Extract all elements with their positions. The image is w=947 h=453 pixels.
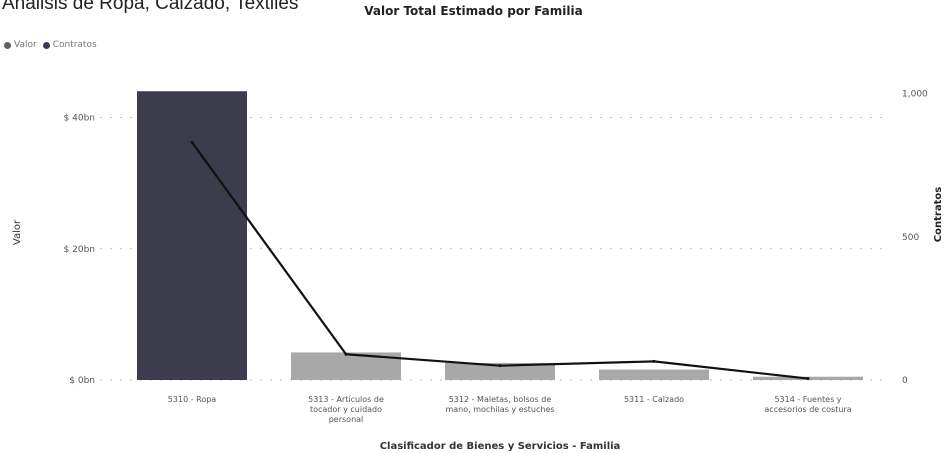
y-tick-label-0: $ 0bn xyxy=(69,376,95,386)
y2-axis-title: Contratos xyxy=(933,187,944,242)
legend-marker-contratos xyxy=(42,41,50,49)
y-tick-label-1: $ 20bn xyxy=(64,245,95,255)
x-tick-label-0: 5310 - Ropa xyxy=(168,395,217,404)
line-point-3 xyxy=(652,359,656,363)
legend-entry-valor[interactable]: Valor xyxy=(4,40,37,50)
x-tick-label-line: 5313 - Artículos de xyxy=(308,395,384,404)
page-header-text: Análisis de Ropa, Calzado, Textiles xyxy=(2,0,299,14)
legend-marker-valor xyxy=(4,41,11,49)
chart-legend: Valor Contratos xyxy=(4,40,97,50)
x-tick-label-4: 5314 - Fuentes y accesorios de costura xyxy=(764,395,851,414)
x-tick-label-line: accesorios de costura xyxy=(764,405,851,414)
legend-entry-contratos[interactable]: Contratos xyxy=(42,40,97,50)
line-point-1 xyxy=(344,352,348,356)
x-tick-label-2: 5312 - Maletas, bolsos de mano, mochilas … xyxy=(445,395,554,414)
x-tick-label-line: mano, mochilas y estuches xyxy=(445,405,554,414)
y2-tick-label-1: 500 xyxy=(902,233,919,243)
line-point-0 xyxy=(190,140,194,144)
legend-label-valor: Valor xyxy=(14,40,37,50)
line-point-2 xyxy=(498,364,502,368)
x-tick-label-line: tocador y cuidado xyxy=(310,405,382,414)
x-tick-label-line: 5311 - Calzado xyxy=(624,395,684,404)
y-axis-title: Valor xyxy=(12,219,23,245)
x-tick-label-line: 5314 - Fuentes y xyxy=(774,395,841,404)
legend-label-contratos: Contratos xyxy=(52,40,97,50)
x-tick-label-1: 5313 - Artículos de tocador y cuidado pers… xyxy=(308,395,384,424)
y2-tick-label-0: 0 xyxy=(902,376,908,386)
line-contratos xyxy=(191,141,809,380)
x-tick-label-3: 5311 - Calzado xyxy=(624,395,684,404)
x-tick-label-line: 5312 - Maletas, bolsos de xyxy=(449,395,552,404)
bar-2 xyxy=(445,362,555,380)
line-point-4 xyxy=(806,377,810,381)
x-axis-title: Clasificador de Bienes y Servicios - Fam… xyxy=(380,441,621,452)
bar-0 xyxy=(137,91,247,380)
y2-tick-label-2: 1,000 xyxy=(902,90,928,100)
y-tick-label-2: $ 40bn xyxy=(64,114,95,124)
chart-title: Valor Total Estimado por Familia xyxy=(364,4,583,18)
bar-3 xyxy=(599,369,709,380)
x-tick-label-line: 5310 - Ropa xyxy=(168,395,217,404)
x-tick-label-line: personal xyxy=(329,415,364,424)
page-header: Análisis de Ropa, Calzado, Textiles xyxy=(0,0,947,17)
